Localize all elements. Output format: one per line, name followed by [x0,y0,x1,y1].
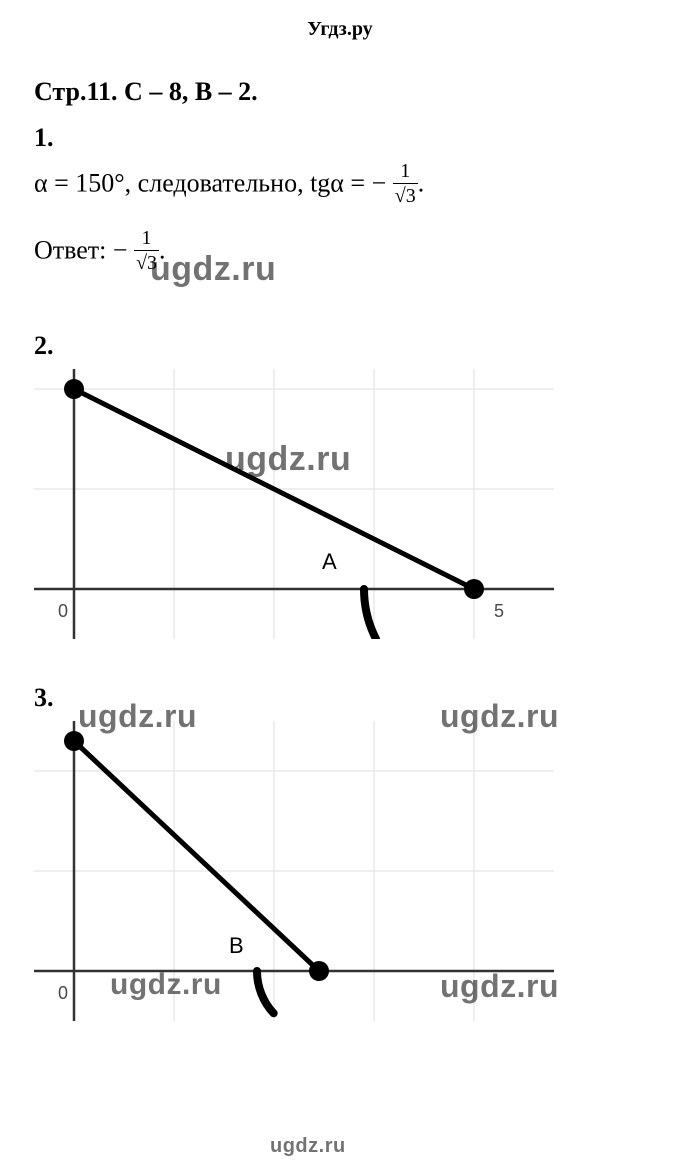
svg-text:0: 0 [58,601,68,621]
problem-3-number: 3. [34,683,680,713]
sqrt-symbol: √ [395,185,406,207]
problem-1-line-1: α = 150°, следовательно, tgα = − 1 √3 . [34,163,680,208]
p1-sqrt-val: 3 [406,183,416,207]
page-title: Стр.11. С – 8, В – 2. [34,77,680,107]
graph-2-svg: 0 5 A [34,369,554,639]
p1-ans-frac-num: 1 [134,228,159,251]
site-name: Угдз.ру [307,18,372,40]
p1-line1-post: . [418,168,425,197]
site-header: Угдз.ру [0,0,680,41]
p1-fraction: 1 √3 [393,161,418,206]
graph-3-svg: 0B [34,721,554,1021]
problem-3-graph: 0B [34,721,680,1021]
p1-frac-den: √3 [393,184,418,206]
problem-2-graph: 0 5 A [34,369,680,639]
p1-ans-sqrt-val: 3 [147,250,157,274]
svg-text:A: A [322,549,337,574]
svg-text:B: B [229,933,244,958]
problem-1-number: 1. [34,123,680,153]
p1-line1-pre: α = 150°, следовательно, tgα = − [34,168,386,197]
p1-frac-num: 1 [393,161,418,184]
p1-answer-pre: Ответ: − [34,235,128,264]
problem-1-answer: Ответ: − 1 √3 . [34,230,680,275]
p1-answer-post: . [159,235,166,264]
problem-2-number: 2. [34,331,680,361]
p1-answer-fraction: 1 √3 [134,228,159,273]
watermark: ugdz.ru [270,1135,346,1158]
svg-text:5: 5 [494,601,504,621]
svg-text:0: 0 [58,983,68,1003]
sqrt-symbol: √ [136,252,147,274]
p1-ans-frac-den: √3 [134,251,159,273]
